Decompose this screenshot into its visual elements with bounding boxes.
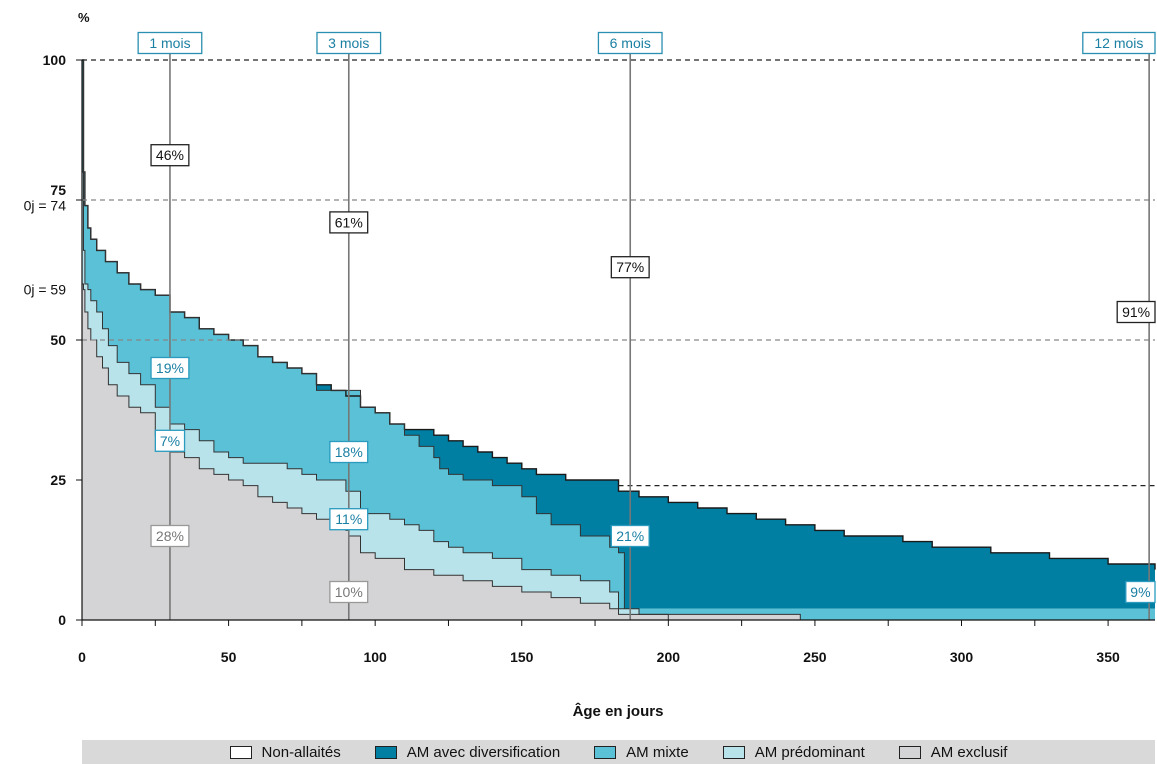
y-tick-label: 50: [50, 332, 66, 348]
annotation-label: 21%: [616, 528, 644, 544]
legend-label: AM prédominant: [755, 744, 865, 761]
annotation-label: 61%: [335, 214, 363, 230]
chart: 0 50 100 150 200 250 300 350 0 25 50 75 100 0j = 74 0j…: [0, 0, 1157, 740]
milestone-label: 1 mois: [149, 35, 190, 51]
start-value-label: 0j = 59: [24, 282, 67, 298]
legend-item: AM mixte: [594, 744, 689, 761]
legend-item: AM avec diversification: [375, 744, 560, 761]
legend-swatch: [230, 746, 252, 759]
y-axis-label: %: [78, 10, 90, 25]
x-tick-label: 50: [221, 649, 237, 665]
y-tick-label: 25: [50, 472, 66, 488]
legend: Non-allaités AM avec diversification AM mi…: [82, 740, 1155, 764]
milestone-label: 6 mois: [610, 35, 651, 51]
annotation-label: 19%: [156, 360, 184, 376]
legend-item: Non-allaités: [230, 744, 341, 761]
x-tick-label: 100: [363, 649, 387, 665]
x-tick-label: 0: [78, 649, 86, 665]
annotation-label: 10%: [335, 584, 363, 600]
legend-label: Non-allaités: [262, 744, 341, 761]
annotation-label: 28%: [156, 528, 184, 544]
start-value-label: 0j = 74: [24, 198, 67, 214]
x-axis-label: Âge en jours: [573, 702, 664, 720]
annotation-label: 77%: [616, 259, 644, 275]
legend-swatch: [723, 746, 745, 759]
x-tick-label: 300: [950, 649, 974, 665]
annotation-label: 9%: [1130, 584, 1150, 600]
annotation-label: 7%: [160, 433, 180, 449]
legend-swatch: [899, 746, 921, 759]
annotation-label: 11%: [335, 511, 362, 527]
annotation-label: 91%: [1122, 304, 1150, 320]
x-tick-label: 200: [657, 649, 681, 665]
x-tick-label: 350: [1096, 649, 1120, 665]
y-tick-label: 100: [43, 52, 67, 68]
legend-label: AM mixte: [626, 744, 689, 761]
legend-label: AM exclusif: [931, 744, 1008, 761]
legend-swatch: [594, 746, 616, 759]
x-tick-label: 150: [510, 649, 534, 665]
annotation-label: 18%: [335, 444, 363, 460]
legend-swatch: [375, 746, 397, 759]
legend-item: AM prédominant: [723, 744, 865, 761]
milestone-label: 3 mois: [328, 35, 369, 51]
y-tick-label: 0: [58, 612, 66, 628]
y-tick-label: 75: [50, 182, 66, 198]
legend-item: AM exclusif: [899, 744, 1008, 761]
x-tick-label: 250: [803, 649, 827, 665]
annotation-label: 46%: [156, 147, 184, 163]
legend-label: AM avec diversification: [407, 744, 560, 761]
milestone-label: 12 mois: [1094, 35, 1143, 51]
